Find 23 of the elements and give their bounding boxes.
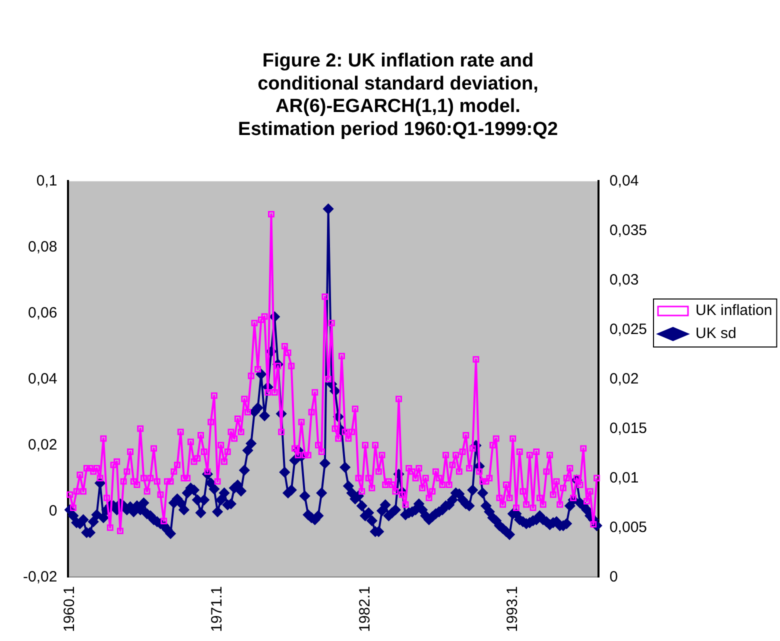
x-tick-label: 1960.1 <box>61 586 78 632</box>
y2-tick-label: 0,04 <box>609 172 639 190</box>
y2-tick-label: 0,03 <box>609 271 639 288</box>
x-tick-label: 1982.1 <box>356 586 374 632</box>
y2-tick-label: 0,01 <box>609 469 639 486</box>
y2-tick-label: 0,015 <box>609 420 648 437</box>
y-tick-label: 0,04 <box>28 370 58 388</box>
y-tick-label: -0,02 <box>22 568 58 586</box>
y-tick-label: 0,06 <box>28 304 58 322</box>
y2-tick-label: 0,035 <box>609 222 648 239</box>
y2-tick-label: 0,025 <box>609 320 648 338</box>
chart-title: Figure 2: UK inflation rate and conditional standard deviation, AR(6)-EGARCH(1,1) model. Estimation period 1960:Q1-1999:Q2 <box>238 50 558 140</box>
legend-label: UK inflation <box>696 302 772 320</box>
y2-tick-label: 0,005 <box>609 518 648 536</box>
x-tick-label: 1993.1 <box>504 586 522 632</box>
y-tick-label: 0 <box>48 502 58 520</box>
y-tick-label: 0,02 <box>28 436 58 454</box>
y-tick-label: 0,08 <box>28 238 58 256</box>
y2-tick-label: 0 <box>609 568 618 586</box>
x-tick-label: 1971.1 <box>208 586 226 632</box>
legend-label: UK sd <box>696 325 736 342</box>
y2-tick-label: 0,02 <box>609 370 639 388</box>
y-tick-label: 0,1 <box>36 172 58 190</box>
